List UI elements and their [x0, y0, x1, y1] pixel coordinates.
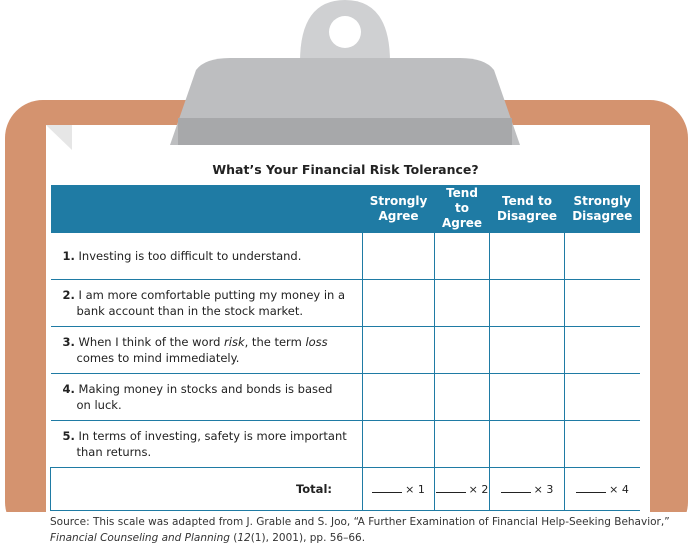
text-part: I am more comfortable putting my money i… [76, 288, 346, 318]
answer-cell [564, 373, 640, 421]
answer-cell [434, 420, 490, 468]
question: 4. Making money in stocks and bonds is b… [50, 373, 363, 421]
blank-line [372, 491, 403, 493]
question: 3. When I think of the word risk, the te… [50, 326, 363, 374]
question-number: 5. [62, 429, 75, 443]
paper-fold [46, 125, 72, 150]
question-row: 3. When I think of the word risk, the te… [50, 326, 640, 374]
text-part: comes to mind immediately. [76, 351, 240, 365]
answer-cell [434, 279, 490, 327]
text-part: , the term [244, 335, 306, 349]
question-number: 4. [62, 382, 75, 396]
question-row: 1. Investing is too difficult to underst… [50, 232, 640, 280]
clip-hole [329, 16, 361, 48]
text-part: risk [224, 335, 245, 349]
text-part: In terms of investing, safety is more im… [76, 429, 347, 459]
answer-cell [434, 232, 490, 280]
text-part: 12 [237, 532, 251, 544]
answer-cell [434, 326, 490, 374]
text-part: When I think of the word [78, 335, 225, 349]
question-number: 1. [62, 249, 75, 263]
question-row: 5. In terms of investing, safety is more… [50, 420, 640, 468]
question: 1. Investing is too difficult to underst… [50, 232, 363, 280]
source: Source: This scale was adapted from J. G… [50, 514, 680, 546]
answer-cell [564, 326, 640, 374]
answer-cell [564, 279, 640, 327]
question-text: 2. I am more comfortable putting my mone… [63, 287, 351, 319]
question: 2. I am more comfortable putting my mone… [50, 279, 363, 327]
footer-bg [0, 512, 691, 550]
answer-cell [362, 232, 435, 280]
column-header: Strongly Disagree [564, 185, 640, 233]
blank-line [500, 491, 531, 493]
total-label: Total: [50, 467, 363, 511]
clip-band [178, 118, 512, 145]
text-part: ( [229, 532, 238, 544]
answer-cell [362, 326, 435, 374]
multiplier: × 2 [468, 482, 489, 496]
column-header: Strongly Agree [362, 185, 435, 233]
question-text: 3. When I think of the word risk, the te… [63, 334, 351, 366]
question-number: 3. [62, 335, 75, 349]
answer-cell [488, 326, 566, 374]
answer-cell [362, 279, 435, 327]
questionnaire: Strongly Agree Tend to Agree Tend to Disag… [50, 185, 640, 511]
column-header: Tend to Agree [434, 185, 490, 233]
text-part: (1), 2001), pp. 56–66. [250, 532, 366, 544]
answer-cell [434, 373, 490, 421]
title: What’s Your Financial Risk Tolerance? [212, 162, 479, 177]
blank-line [435, 491, 466, 493]
question-text: 1. Investing is too difficult to underst… [63, 248, 351, 264]
question-text: 5. In terms of investing, safety is more… [63, 428, 351, 460]
header-blank [50, 185, 363, 233]
text-part: Making money in stocks and bonds is base… [76, 382, 333, 412]
total-cell: × 3 [488, 467, 566, 511]
text-part: Investing is too difficult to understand… [78, 249, 302, 263]
question-row: 4. Making money in stocks and bonds is b… [50, 373, 640, 421]
question: 5. In terms of investing, safety is more… [50, 420, 363, 468]
column-header: Tend to Disagree [489, 185, 565, 233]
answer-cell [362, 373, 435, 421]
blank-line [576, 491, 607, 493]
total-cell: × 2 [434, 467, 490, 511]
question-number: 2. [62, 288, 75, 302]
total-cell: × 4 [564, 467, 640, 511]
answer-cell [488, 420, 566, 468]
multiplier: × 1 [405, 482, 425, 496]
answer-cell [488, 232, 566, 280]
answer-cell [564, 232, 640, 280]
multiplier: × 4 [609, 482, 629, 496]
text-part: Source: This scale was adapted from J. G… [50, 516, 670, 528]
text-part: Financial Counseling and Planning [50, 532, 230, 544]
answer-cell [362, 420, 435, 468]
question-row: 2. I am more comfortable putting my mone… [50, 279, 640, 327]
question-text: 4. Making money in stocks and bonds is b… [63, 381, 351, 413]
multiplier: × 3 [533, 482, 554, 496]
answer-cell [564, 420, 640, 468]
total-row: Total: × 1 × 2 × 3 × 4 [50, 467, 640, 511]
answer-cell [488, 373, 566, 421]
total-cell: × 1 [362, 467, 435, 511]
answer-cell [488, 279, 566, 327]
text-part: loss [305, 335, 328, 349]
